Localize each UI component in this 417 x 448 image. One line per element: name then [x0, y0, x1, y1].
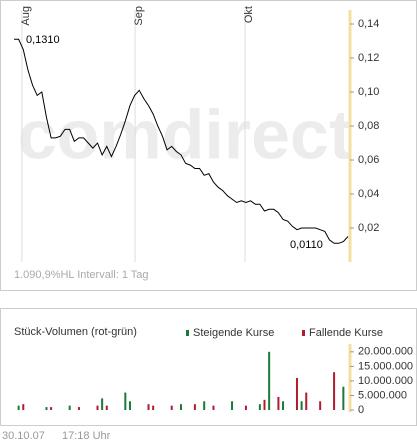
volume-bar — [96, 405, 99, 410]
volume-bar — [277, 396, 280, 410]
volume-bar — [231, 401, 234, 410]
volume-bar — [170, 405, 173, 410]
footer-info: 1.090,9%HL Intervall: 1 Tag — [14, 269, 149, 281]
volume-bar — [180, 404, 182, 410]
volume-bar — [124, 392, 127, 410]
y-tick-label: 5.000.000 — [358, 389, 407, 401]
legend-label: Steigende Kurse — [193, 327, 274, 339]
volume-bar — [263, 399, 266, 410]
volume-bar — [105, 405, 108, 410]
legend-swatch — [186, 330, 189, 336]
y-tick-label: 0,04 — [358, 188, 379, 200]
volume-bar — [319, 401, 322, 410]
volume-bar — [203, 401, 206, 410]
volume-bar — [17, 405, 20, 410]
watermark: comdirect — [18, 95, 353, 173]
legend-swatch — [302, 330, 305, 336]
annotation: 0,0110 — [290, 239, 323, 251]
volume-bar — [244, 405, 247, 410]
volume-bar — [333, 372, 336, 410]
volume-bar — [295, 378, 298, 410]
y-tick-label: 15.000.000 — [358, 360, 413, 372]
y-tick-label: 0,08 — [358, 120, 379, 132]
volume-title: Stück-Volumen (rot-grün) — [14, 326, 137, 338]
time: 17:18 Uhr — [62, 430, 111, 442]
volume-bar — [22, 404, 25, 410]
volume-bar — [305, 392, 308, 410]
x-tick-label: Sep — [133, 6, 145, 26]
y-tick-label: 0,14 — [358, 18, 379, 30]
volume-bar — [212, 405, 215, 410]
legend-label: Fallende Kurse — [309, 327, 383, 339]
volume-bar — [50, 407, 53, 410]
x-tick-label: Okt — [243, 6, 255, 23]
x-tick-label: Aug — [20, 6, 32, 26]
volume-bar — [268, 351, 271, 410]
volume-bar — [300, 401, 303, 410]
volume-bar — [282, 401, 285, 410]
volume-bar — [101, 398, 104, 410]
annotation: 0,1310 — [26, 34, 60, 46]
volume-bar — [152, 405, 155, 410]
price-line — [14, 38, 349, 244]
y-tick-label: 0 — [358, 404, 364, 416]
volume-bar — [342, 386, 345, 410]
date: 30.10.07 — [2, 430, 45, 442]
y-tick-label: 0,10 — [358, 86, 379, 98]
volume-bar — [258, 404, 261, 410]
volume-bar — [77, 407, 80, 410]
volume-bar — [193, 404, 196, 410]
y-tick-label: 10.000.000 — [358, 375, 413, 387]
y-tick-label: 20.000.000 — [358, 346, 413, 358]
y-tick-label: 0,02 — [358, 222, 379, 234]
volume-bar — [68, 405, 71, 410]
price-panel — [0, 0, 417, 291]
y-tick-label: 0,06 — [358, 154, 379, 166]
y-tick-label: 0,12 — [358, 52, 379, 64]
volume-bar — [128, 401, 131, 410]
volume-bar — [147, 404, 150, 410]
volume-bar — [45, 407, 48, 410]
